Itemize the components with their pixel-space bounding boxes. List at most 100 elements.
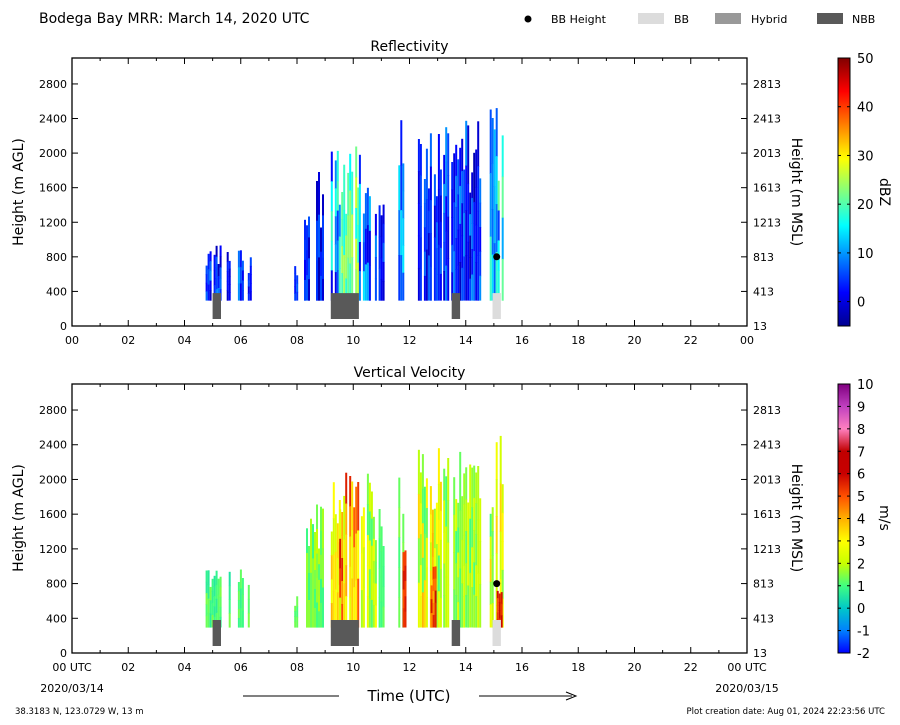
echo-cell <box>453 552 456 591</box>
echo-cell <box>343 255 346 301</box>
echo-cell <box>497 180 500 212</box>
echo-cell <box>330 270 333 301</box>
echo-cell <box>495 553 498 591</box>
echo-cell <box>341 535 344 559</box>
colorbar-tick-label: 10 <box>857 247 874 262</box>
echo-cell <box>479 275 482 301</box>
echo-vertical-velocity-5 <box>306 504 324 628</box>
echo-cell <box>433 174 436 207</box>
echo-cell <box>368 598 371 628</box>
echo-cell <box>339 597 342 628</box>
echo-cell <box>469 278 472 301</box>
echo-cell <box>459 262 462 301</box>
echo-cell <box>318 172 320 216</box>
echo-cell <box>457 552 460 578</box>
ylabel-right-vertical-velocity: Height (m MSL) <box>788 464 804 573</box>
echo-cell <box>341 246 344 274</box>
echo-cell <box>239 588 242 609</box>
echo-cell <box>308 600 310 628</box>
echo-cell <box>320 275 322 301</box>
y-tick-label: 2000 <box>39 473 67 486</box>
echo-cell <box>491 118 494 165</box>
echo-cell <box>370 599 373 628</box>
echo-cell <box>501 541 504 571</box>
echo-cell <box>368 540 371 570</box>
echo-cell <box>402 608 405 628</box>
echo-cell <box>380 257 383 280</box>
bb-type-nbb-reflectivity-1 <box>330 293 359 319</box>
echo-cell <box>461 539 464 584</box>
echo-cell <box>213 254 216 271</box>
echo-cell <box>247 279 250 288</box>
echo-cell <box>447 216 450 259</box>
echo-cell <box>429 200 432 234</box>
echo-cell <box>320 530 322 556</box>
echo-cell <box>228 284 231 293</box>
colorbar-tick-label: -1 <box>857 625 870 640</box>
y-tick-label: 800 <box>46 251 67 264</box>
echo-cell <box>209 261 212 272</box>
echo-cell <box>322 257 324 280</box>
echo-cell <box>447 258 450 301</box>
echo-cell <box>380 215 383 238</box>
echo-cell <box>425 537 428 569</box>
echo-cell <box>205 615 208 628</box>
bb-type-nbb-vertical-velocity-2 <box>451 620 461 646</box>
echo-cell <box>237 250 240 268</box>
echo-cell <box>362 547 365 588</box>
y-tick-label-right: 2413 <box>753 113 781 126</box>
echo-cell <box>318 611 320 628</box>
echo-cell <box>241 270 244 281</box>
echo-cell <box>205 593 208 605</box>
echo-cell <box>443 212 446 243</box>
x-tick-label: 02 <box>121 334 135 347</box>
echo-cell <box>382 606 385 628</box>
echo-cell <box>400 120 403 166</box>
echo-cell <box>349 506 352 537</box>
x-tick-label: 10 <box>346 334 360 347</box>
echo-cell <box>316 181 318 222</box>
echo-cell <box>237 267 240 285</box>
echo-cell <box>312 558 314 594</box>
echo-cell <box>355 533 358 581</box>
echo-cell <box>423 533 426 581</box>
echo-cell <box>336 150 339 182</box>
echo-cell <box>382 281 385 301</box>
echo-cell <box>421 523 424 559</box>
echo-cell <box>370 491 373 520</box>
echo-cell <box>339 538 342 569</box>
x-tick-label: 06 <box>234 334 248 347</box>
echo-cell <box>498 593 501 603</box>
echo-cell <box>247 293 250 301</box>
plot-frame-reflectivity <box>71 57 748 327</box>
echo-cell <box>459 451 462 511</box>
echo-cell <box>473 201 476 252</box>
legend-bb-height-marker <box>524 15 532 23</box>
colorbar-tick-label: 50 <box>857 52 874 67</box>
echo-cell <box>447 175 450 218</box>
echo-cell <box>228 585 231 600</box>
echo-cell <box>425 249 428 301</box>
echo-cell <box>217 578 220 596</box>
echo-cell <box>343 583 346 628</box>
echo-cell <box>330 151 333 182</box>
echo-cell <box>334 244 337 273</box>
echo-cell <box>215 598 218 614</box>
echo-cell <box>465 531 468 564</box>
ylabel-left-vertical-velocity: Height (m AGL) <box>11 464 27 572</box>
echo-cell <box>443 532 446 565</box>
echo-cell <box>209 251 212 262</box>
echo-cell <box>380 236 383 259</box>
echo-cell <box>400 210 403 256</box>
echo-cell <box>402 190 405 219</box>
echo-cell <box>432 602 435 616</box>
echo-cell <box>207 253 210 270</box>
echo-cell <box>495 204 498 253</box>
echo-cell <box>378 597 381 628</box>
echo-cell <box>437 134 440 190</box>
echo-cell <box>491 254 494 301</box>
echo-cell <box>451 217 454 246</box>
echo-cell <box>239 283 242 301</box>
echo-cell <box>318 564 320 581</box>
echo-cell <box>294 621 297 628</box>
